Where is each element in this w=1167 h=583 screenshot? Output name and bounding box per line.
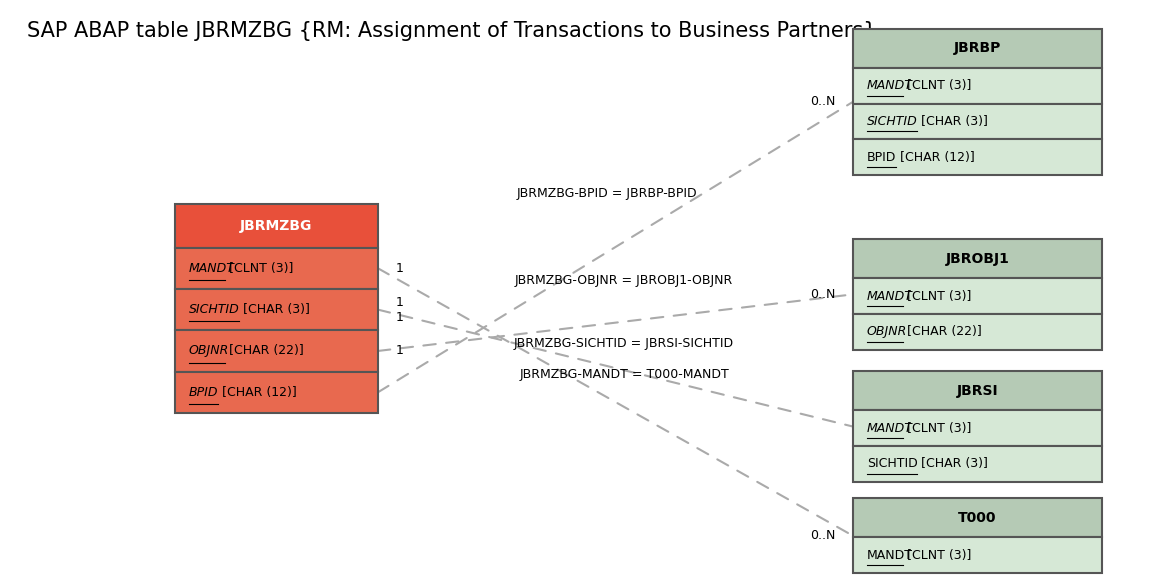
Text: [CLNT (3)]: [CLNT (3)] <box>903 79 971 92</box>
Text: MANDT: MANDT <box>867 290 913 303</box>
Bar <box>853 410 1102 446</box>
Text: OBJNR: OBJNR <box>867 325 907 338</box>
Text: MANDT: MANDT <box>189 262 235 275</box>
Text: [CLNT (3)]: [CLNT (3)] <box>903 290 971 303</box>
Bar <box>175 289 378 331</box>
Bar <box>853 278 1102 314</box>
Text: SICHTID: SICHTID <box>867 458 917 470</box>
Text: JBRMZBG-MANDT = T000-MANDT: JBRMZBG-MANDT = T000-MANDT <box>519 368 729 381</box>
Text: [CLNT (3)]: [CLNT (3)] <box>225 262 293 275</box>
Text: OBJNR: OBJNR <box>189 345 229 357</box>
Text: [CLNT (3)]: [CLNT (3)] <box>903 422 971 435</box>
Text: JBRBP: JBRBP <box>953 41 1001 55</box>
Bar <box>175 331 378 372</box>
Text: BPID: BPID <box>189 386 218 399</box>
Bar <box>853 314 1102 350</box>
Bar <box>175 205 378 248</box>
Bar <box>853 538 1102 573</box>
Text: [CLNT (3)]: [CLNT (3)] <box>903 549 971 562</box>
Text: [CHAR (12)]: [CHAR (12)] <box>895 150 974 163</box>
Text: [CHAR (3)]: [CHAR (3)] <box>239 303 310 316</box>
Bar <box>853 139 1102 175</box>
Text: SAP ABAP table JBRMZBG {RM: Assignment of Transactions to Business Partners}: SAP ABAP table JBRMZBG {RM: Assignment o… <box>27 22 876 41</box>
Text: 1: 1 <box>396 345 403 357</box>
Text: [CHAR (12)]: [CHAR (12)] <box>218 386 296 399</box>
Text: [CHAR (22)]: [CHAR (22)] <box>225 345 303 357</box>
Text: 1: 1 <box>396 262 403 275</box>
Bar <box>853 68 1102 104</box>
Text: T000: T000 <box>958 511 997 525</box>
Bar <box>853 446 1102 482</box>
Text: 0..N: 0..N <box>810 288 836 301</box>
Text: [CHAR (3)]: [CHAR (3)] <box>917 115 988 128</box>
Text: [CHAR (3)]: [CHAR (3)] <box>917 458 988 470</box>
Bar <box>853 29 1102 68</box>
Text: [CHAR (22)]: [CHAR (22)] <box>903 325 981 338</box>
Bar <box>853 371 1102 410</box>
Text: MANDT: MANDT <box>867 549 913 562</box>
Text: JBRMZBG-BPID = JBRBP-BPID: JBRMZBG-BPID = JBRBP-BPID <box>516 187 697 201</box>
Text: 1
1: 1 1 <box>396 296 403 324</box>
Bar <box>175 248 378 289</box>
Text: MANDT: MANDT <box>867 79 913 92</box>
Text: 0..N: 0..N <box>810 96 836 108</box>
Text: JBRMZBG-OBJNR = JBROBJ1-OBJNR: JBRMZBG-OBJNR = JBROBJ1-OBJNR <box>515 273 733 286</box>
Text: 0..N: 0..N <box>810 529 836 542</box>
Text: BPID: BPID <box>867 150 896 163</box>
Text: SICHTID: SICHTID <box>189 303 239 316</box>
Text: SICHTID: SICHTID <box>867 115 917 128</box>
Bar <box>853 239 1102 278</box>
Bar <box>175 372 378 413</box>
Bar <box>853 498 1102 538</box>
Text: JBRMZBG-SICHTID = JBRSI-SICHTID: JBRMZBG-SICHTID = JBRSI-SICHTID <box>513 337 734 350</box>
Text: JBRMZBG: JBRMZBG <box>240 219 313 233</box>
Text: JBRSI: JBRSI <box>957 384 998 398</box>
Text: JBROBJ1: JBROBJ1 <box>945 252 1009 266</box>
Text: MANDT: MANDT <box>867 422 913 435</box>
Bar <box>853 104 1102 139</box>
